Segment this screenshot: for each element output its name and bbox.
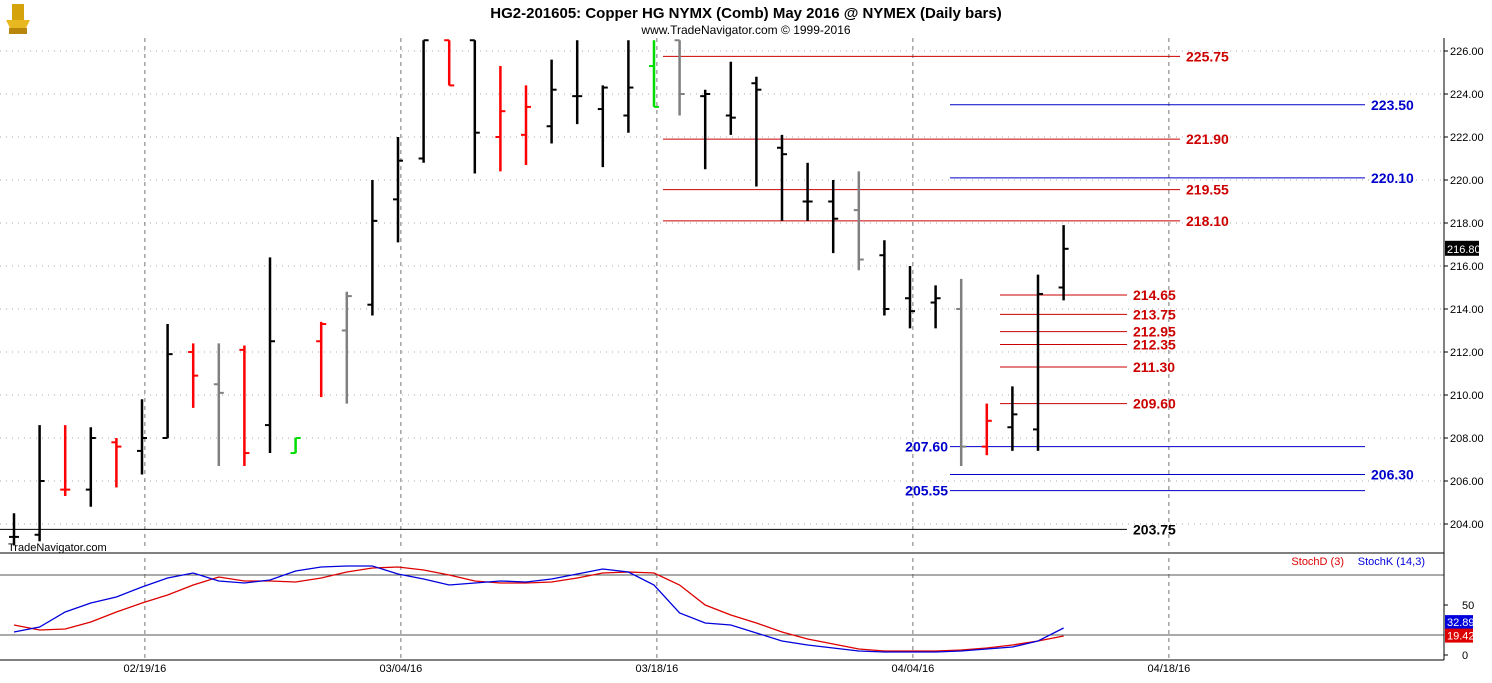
watermark-text: TradeNavigator.com (8, 542, 107, 554)
level-label: 206.30 (1371, 467, 1414, 483)
y-tick-label: 222.00 (1450, 132, 1484, 144)
level-label: 209.60 (1133, 396, 1176, 412)
y-tick-label: 206.00 (1450, 476, 1484, 488)
price-grid (0, 38, 1444, 660)
last-price-box (1445, 240, 1479, 256)
chart-title: HG2-201605: Copper HG NYMX (Comb) May 20… (490, 5, 1001, 22)
stochastic-grid (0, 574, 1444, 636)
level-lines: 225.75 223.50 221.90 220.10 219.55 218.10 214.… (0, 48, 1414, 537)
level-label: 203.75 (1133, 521, 1176, 537)
level-label: 220.10 (1371, 170, 1414, 186)
level-label: 212.95 (1133, 324, 1176, 340)
x-tick-label: 03/18/16 (635, 663, 678, 675)
stoch-d-line (13, 566, 1064, 652)
last-price-label: 216.80 (1447, 244, 1481, 256)
x-tick-label: 04/04/16 (891, 663, 934, 675)
y-tick-label: 216.00 (1450, 261, 1484, 273)
y-tick-label: 220.00 (1450, 175, 1484, 187)
level-label: 207.60 (905, 439, 948, 455)
x-tick-label: 03/04/16 (379, 663, 422, 675)
stoch-k-line (13, 565, 1064, 653)
y-tick-label: 226.00 (1450, 46, 1484, 58)
x-tick-label: 04/18/16 (1147, 663, 1190, 675)
level-label: 212.35 (1133, 336, 1176, 352)
level-label: 219.55 (1186, 182, 1229, 198)
stoch-last-box (1445, 615, 1473, 630)
copyright-text: www.TradeNavigator.com © 1999-2016 (640, 23, 850, 37)
stoch-y-tick-label: 0 (1462, 650, 1468, 662)
level-label: 225.75 (1186, 48, 1229, 64)
level-label: 218.10 (1186, 213, 1229, 229)
level-label: 213.75 (1133, 306, 1176, 322)
stoch-d-legend: StochD (3) (1291, 556, 1344, 568)
stoch-last-label: 32.89 (1447, 617, 1475, 629)
y-tick-label: 204.00 (1450, 519, 1484, 531)
axes: 226.00 224.00 222.00 220.00 218.00 216.00 214.… (0, 38, 1484, 675)
y-tick-label: 218.00 (1450, 218, 1484, 230)
y-tick-label: 214.00 (1450, 304, 1484, 316)
level-label: 214.65 (1133, 287, 1176, 303)
y-tick-label: 210.00 (1450, 390, 1484, 402)
stoch-last-label: 19.42 (1447, 631, 1475, 643)
stoch-y-tick-label: 50 (1462, 600, 1474, 612)
app-logo-icon (6, 4, 30, 34)
level-label: 221.90 (1186, 131, 1229, 147)
stochastic-lines (13, 565, 1064, 653)
y-tick-label: 212.00 (1450, 347, 1484, 359)
x-tick-label: 02/19/16 (123, 663, 166, 675)
level-label: 223.50 (1371, 97, 1414, 113)
level-label: 211.30 (1133, 359, 1175, 375)
price-bars (9, 39, 1069, 546)
y-tick-label: 208.00 (1450, 433, 1484, 445)
stoch-last-box (1445, 628, 1473, 643)
stoch-k-legend: StochK (14,3) (1358, 556, 1425, 568)
level-label: 205.55 (905, 483, 948, 499)
y-tick-label: 224.00 (1450, 89, 1484, 101)
